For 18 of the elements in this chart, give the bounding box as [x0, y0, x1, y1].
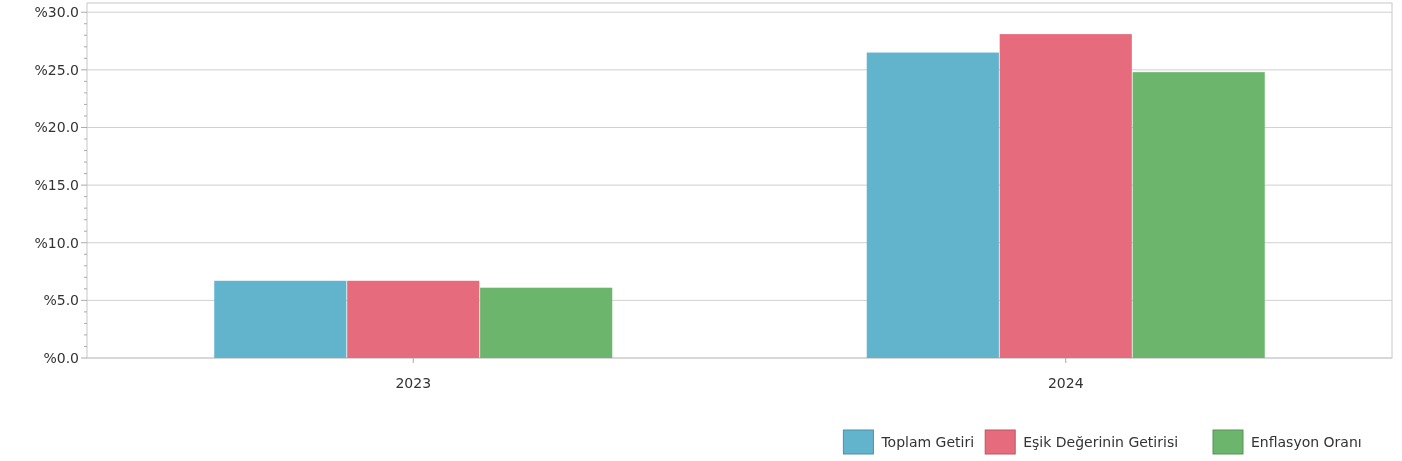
- y-tick-label: %15.0: [34, 177, 79, 194]
- y-tick-label: %10.0: [34, 234, 79, 251]
- bar: [1132, 72, 1265, 358]
- bar: [999, 34, 1132, 358]
- y-tick-label: %20.0: [34, 119, 79, 136]
- y-tick-label: %30.0: [34, 4, 79, 21]
- x-tick-label: 2024: [1047, 375, 1084, 391]
- bar: [214, 280, 347, 358]
- legend-label: Toplam Getiri: [880, 433, 975, 450]
- bar: [480, 287, 613, 358]
- y-tick-label: %0.0: [43, 349, 79, 366]
- legend-label: Enflasyon Oranı: [1251, 433, 1362, 450]
- bar: [347, 280, 480, 358]
- y-tick-label: %25.0: [34, 61, 79, 78]
- y-tick-label: %5.0: [43, 292, 79, 309]
- bar: [866, 52, 999, 358]
- legend-label: Eşik Değerinin Getirisi: [1023, 433, 1179, 450]
- x-tick-label: 2023: [395, 375, 432, 391]
